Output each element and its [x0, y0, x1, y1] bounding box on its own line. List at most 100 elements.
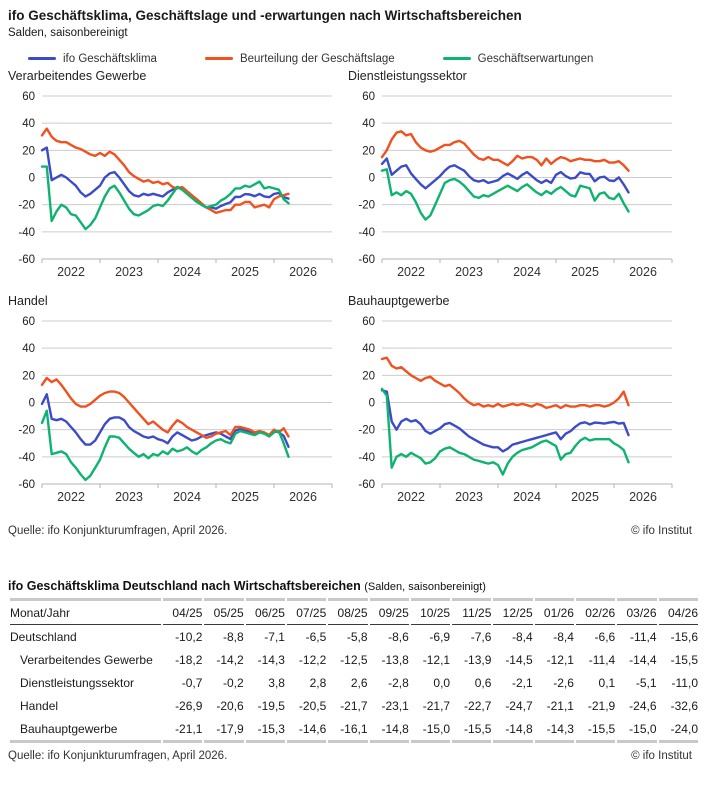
- value-cell: -14,4: [629, 652, 657, 667]
- table-header-row: Monat/Jahr 04/25 05/25 06/25 07/25 08/25 09/25…: [10, 597, 698, 625]
- value-cell: -8,8: [223, 629, 244, 644]
- value-cell: -14,2: [216, 652, 244, 667]
- value-cell: -20,5: [298, 698, 327, 713]
- row-label: Deutschland: [10, 629, 77, 644]
- series-line-lage: [380, 356, 630, 409]
- x-axis-year-label: 2026: [289, 265, 317, 279]
- table-row-deutschland: Deutschland -10,2 -8,8 -7,1 -6,5 -5,8 -8,6 -6,9…: [10, 625, 698, 648]
- series-line-lage: [40, 127, 290, 214]
- x-axis-year-label: 2024: [173, 265, 201, 279]
- value-cell: -24,7: [505, 698, 533, 713]
- value-cell: -23,1: [381, 698, 409, 713]
- page-subtitle: Salden, saisonbereinigt: [8, 26, 128, 39]
- y-axis-tick-label: 20: [22, 145, 35, 157]
- charts-grid: Verarbeitendes Gewerbe 60 40 20 0 -20 -40 -60 2…: [8, 69, 717, 509]
- value-cell: -15,6: [670, 629, 698, 644]
- report-header: ifo Geschäftsklima, Geschäftslage und -e…: [8, 8, 717, 65]
- y-axis-tick-label: 20: [362, 145, 375, 157]
- x-axis-year-label: 2024: [173, 490, 201, 504]
- value-cell: -13,8: [381, 652, 409, 667]
- value-cell: -21,1: [163, 717, 203, 743]
- month-column-header: 01/26: [534, 597, 574, 625]
- month-column-header: 10/25: [410, 597, 451, 625]
- value-cell: -14,3: [534, 717, 574, 743]
- value-cell: 0,0: [433, 675, 451, 690]
- x-axis-year-label: 2023: [115, 490, 143, 504]
- value-cell: -21,9: [587, 698, 616, 713]
- y-axis-tick-label: -60: [18, 479, 35, 491]
- series-line-klima: [40, 392, 290, 448]
- chart-title: Bauhauptgewerbe: [348, 293, 450, 308]
- value-cell: -21,7: [340, 698, 368, 713]
- value-cell: -11,0: [671, 675, 698, 690]
- row-label: Dienstleistungssektor: [20, 675, 135, 690]
- x-axis-year-label: 2026: [629, 265, 657, 279]
- source-note: Quelle: ifo Konjunkturumfragen, April 20…: [8, 749, 228, 762]
- legend-label: Geschäftserwartungen: [477, 52, 594, 65]
- value-cell: -15,3: [245, 717, 285, 743]
- klima-line-swatch: [28, 57, 56, 61]
- month-column-header: 05/25: [204, 597, 244, 625]
- month-column-header: 03/26: [617, 597, 657, 625]
- x-axis-year-label: 2026: [629, 490, 657, 504]
- month-column-header: 04/26: [658, 597, 698, 625]
- month-column-header: 11/25: [452, 597, 492, 625]
- chart-title: Handel: [8, 293, 48, 308]
- value-cell: -8,4: [511, 629, 533, 644]
- value-cell: -7,1: [264, 629, 285, 644]
- value-cell: -15,0: [410, 717, 451, 743]
- y-axis-tick-label: 60: [362, 91, 375, 103]
- chart-legend: ifo Geschäftsklima Beurteilung der Gesch…: [28, 53, 717, 65]
- value-cell: -6,9: [429, 629, 451, 644]
- row-label: Handel: [20, 698, 59, 713]
- row-label: Verarbeitendes Gewerbe: [20, 652, 153, 667]
- value-cell: -13,9: [464, 652, 492, 667]
- value-cell: -21,7: [422, 698, 451, 713]
- series-line-lage: [40, 376, 290, 439]
- table-title: ifo Geschäftsklima Deutschland nach Wirt…: [8, 579, 717, 593]
- value-cell: -6,6: [594, 629, 616, 644]
- table-footer: Quelle: ifo Konjunkturumfragen, April 20…: [8, 750, 692, 762]
- series-line-klima: [380, 157, 630, 194]
- y-axis-tick-label: 20: [362, 370, 375, 382]
- report-page: ifo Geschäftsklima, Geschäftslage und -e…: [8, 8, 717, 762]
- month-column-header: 06/25: [245, 597, 285, 625]
- legend-label: ifo Geschäftsklima: [63, 52, 157, 65]
- y-axis-tick-label: -20: [358, 425, 375, 437]
- x-axis-year-label: 2022: [57, 490, 85, 504]
- x-axis-year-label: 2023: [115, 265, 143, 279]
- y-axis-tick-label: -60: [18, 254, 35, 266]
- klima-data-table: Monat/Jahr 04/25 05/25 06/25 07/25 08/25 09/25…: [8, 597, 700, 743]
- y-axis-tick-label: 40: [22, 118, 35, 130]
- chart-verarbeitendes-gewerbe: 60 40 20 0 -20 -40 -60 2022 2023 2024 2025 2026: [18, 91, 333, 279]
- value-cell: -15,5: [670, 652, 698, 667]
- value-cell: -26,9: [175, 698, 203, 713]
- copyright-note: © ifo Institut: [631, 749, 692, 762]
- legend-item-geschaeftslage: Beurteilung der Geschäftslage: [204, 53, 395, 65]
- value-cell: -12,5: [340, 652, 368, 667]
- value-cell: -15,5: [452, 717, 492, 743]
- month-column-header: 02/26: [575, 597, 616, 625]
- legend-item-geschaeftsklima: ifo Geschäftsklima: [28, 53, 157, 65]
- value-cell: -24,0: [658, 717, 698, 743]
- value-cell: -11,4: [630, 629, 657, 644]
- legend-item-erwartungen: Geschäftserwartungen: [442, 52, 594, 65]
- x-axis-year-label: 2023: [455, 265, 483, 279]
- table-row-handel: Handel -26,9 -20,6 -19,5 -20,5 -21,7 -23,1 -21,…: [10, 694, 698, 717]
- value-cell: -16,1: [328, 717, 368, 743]
- y-axis-tick-label: 0: [29, 397, 35, 409]
- table-section: ifo Geschäftsklima Deutschland nach Wirt…: [8, 579, 717, 762]
- erwartungen-line-swatch: [442, 57, 471, 61]
- row-label: Bauhauptgewerbe: [10, 717, 162, 743]
- value-cell: -0,7: [181, 675, 203, 690]
- value-cell: -22,7: [464, 698, 492, 713]
- value-cell: 0,6: [474, 675, 492, 690]
- x-axis-year-label: 2025: [571, 265, 599, 279]
- y-axis-tick-label: 60: [22, 316, 35, 328]
- value-cell: -14,3: [257, 652, 285, 667]
- value-cell: -8,4: [553, 629, 574, 644]
- value-cell: -14,8: [493, 717, 533, 743]
- x-axis-year-label: 2025: [231, 265, 259, 279]
- value-cell: -15,5: [575, 717, 616, 743]
- y-axis-tick-label: 60: [362, 316, 375, 328]
